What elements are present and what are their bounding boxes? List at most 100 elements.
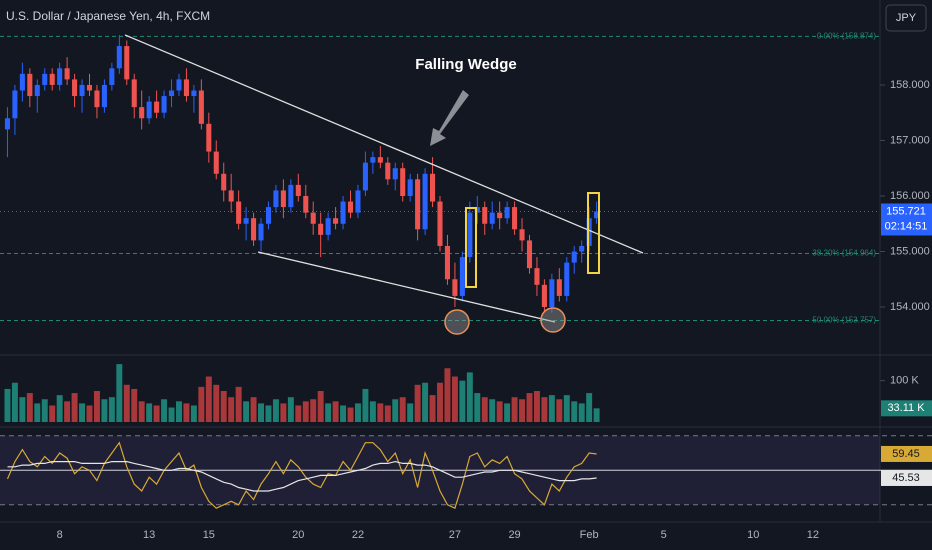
volume-bar [444, 368, 451, 422]
candle-body [347, 201, 354, 213]
volume-bar [287, 397, 294, 422]
volume-bar [563, 395, 570, 422]
x-tick-label: 15 [203, 529, 215, 541]
x-tick-label: 12 [807, 529, 819, 541]
candle-body [49, 73, 55, 85]
volume-badge [881, 400, 932, 417]
candle-body [131, 79, 137, 108]
volume-bar [138, 401, 145, 422]
volume-bar [250, 397, 257, 422]
highlight-box [465, 207, 477, 288]
candle-body [280, 190, 286, 208]
candle-body [168, 90, 175, 97]
volume-bar [34, 403, 41, 422]
volume-bar [11, 382, 18, 422]
candle-body [94, 90, 100, 108]
volume-bar [116, 364, 123, 422]
candle-body [497, 212, 503, 219]
volume-bar [369, 401, 376, 422]
volume-bar [41, 399, 48, 422]
candle-body [19, 73, 25, 91]
candle-body [355, 190, 361, 213]
candle-body [325, 218, 331, 235]
y-tick-label: 157.000 [890, 134, 930, 146]
x-tick-label: 13 [143, 529, 155, 541]
volume-bar [265, 405, 272, 422]
volume-bar [198, 386, 205, 422]
candle-body [482, 207, 488, 224]
volume-bar [451, 376, 458, 422]
candle-body [288, 184, 294, 208]
volume-bar [317, 391, 324, 422]
candle-body [586, 218, 592, 246]
volume-bar [4, 388, 11, 422]
volume-bar [205, 376, 212, 422]
volume-bar [414, 384, 421, 422]
candle-body [407, 179, 413, 196]
volume-bar [362, 388, 369, 422]
candle-body [295, 184, 301, 196]
x-tick-label: 29 [508, 529, 520, 541]
candle-body [310, 212, 316, 224]
candle-body [191, 90, 197, 97]
wedge-upper-line [124, 34, 644, 254]
volume-bar [578, 403, 585, 422]
currency-button[interactable] [885, 4, 927, 32]
volume-bar [56, 395, 63, 422]
volume-bar [377, 403, 384, 422]
volume-bar [64, 401, 71, 422]
x-tick-label: 27 [449, 529, 461, 541]
candle-body [265, 207, 272, 224]
volume-bar [407, 403, 414, 422]
x-tick-label: 20 [292, 529, 304, 541]
y-tick-label: 100 K [890, 375, 919, 387]
candle-body [437, 201, 443, 246]
y-tick-label: 158.000 [890, 79, 930, 91]
candle-body [139, 107, 145, 119]
volume-bar [548, 395, 555, 422]
volume-bar [541, 397, 548, 422]
candle-body [251, 218, 257, 241]
candle-body [258, 223, 264, 241]
candle-body [318, 223, 324, 235]
fib-label: 0.00% (158.874) [817, 32, 876, 41]
candle-body [594, 211, 600, 219]
candle-body [489, 212, 495, 224]
candle-body [154, 101, 160, 113]
volume-bar [153, 405, 160, 422]
candle-body [236, 201, 242, 224]
volume-bar [384, 405, 391, 422]
candle-body [519, 229, 525, 241]
volume-bar [459, 380, 466, 422]
volume-bar [220, 391, 227, 422]
volume-bar [466, 372, 473, 422]
candle-body [12, 90, 18, 119]
candle-body [42, 73, 48, 85]
last-price-label: 155.721 [886, 205, 926, 217]
volume-bar [190, 405, 197, 422]
candle-body [340, 201, 346, 224]
candle-body [333, 218, 339, 224]
volume-bar [26, 393, 33, 422]
candle-body [474, 207, 480, 213]
symbol-title: U.S. Dollar / Japanese Yen, 4h, FXCM [6, 9, 210, 23]
candle-body [273, 190, 279, 208]
volume-bar [429, 395, 436, 422]
currency-label[interactable]: JPY [896, 12, 917, 24]
volume-bar [519, 399, 526, 422]
candle-body [526, 240, 533, 269]
volume-bar [19, 397, 26, 422]
volume-bar [302, 401, 309, 422]
candle-body [213, 151, 219, 174]
volume-bar [108, 397, 115, 422]
wedge-lower-line [257, 251, 556, 323]
volume-bar [101, 399, 108, 422]
candle-body [392, 168, 398, 180]
candle-body [422, 173, 428, 230]
volume-bar [243, 401, 250, 422]
volume-bar [168, 407, 175, 422]
candle-body [377, 157, 383, 163]
candle-body [444, 245, 450, 280]
volume-bar [586, 393, 593, 422]
